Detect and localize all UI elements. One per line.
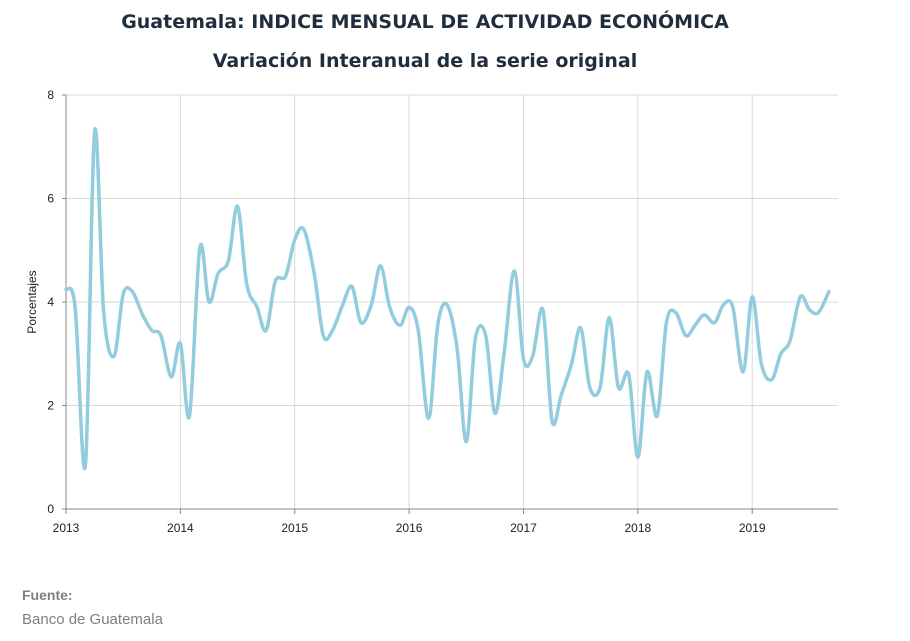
x-tick-label: 2013 [53, 521, 80, 535]
y-axis-label: Porcentajes [25, 270, 39, 333]
y-tick-label: 6 [47, 192, 54, 206]
chart-subtitle: Variación Interanual de la serie origina… [212, 50, 638, 72]
y-tick-label: 0 [47, 502, 54, 516]
series-line [64, 126, 831, 471]
x-ticks: 2013 2014 2015 2016 2017 2018 2019 [53, 521, 766, 535]
y-tick-label: 2 [47, 399, 54, 413]
x-tick-label: 2019 [739, 521, 766, 535]
y-tick-label: 4 [47, 295, 54, 309]
y-ticks: 0 2 4 6 8 [47, 88, 54, 516]
x-tick-label: 2017 [510, 521, 537, 535]
source-text: Banco de Guatemala [22, 611, 163, 628]
series [64, 126, 831, 471]
axes [62, 94, 838, 514]
grid [66, 94, 838, 509]
source-label: Fuente: [22, 587, 73, 603]
chart-title: Guatemala: INDICE MENSUAL DE ACTIVIDAD E… [121, 11, 729, 33]
x-tick-label: 2018 [625, 521, 652, 535]
x-tick-label: 2015 [281, 521, 308, 535]
x-tick-label: 2016 [396, 521, 423, 535]
y-tick-label: 8 [47, 88, 54, 102]
x-tick-label: 2014 [167, 521, 194, 535]
